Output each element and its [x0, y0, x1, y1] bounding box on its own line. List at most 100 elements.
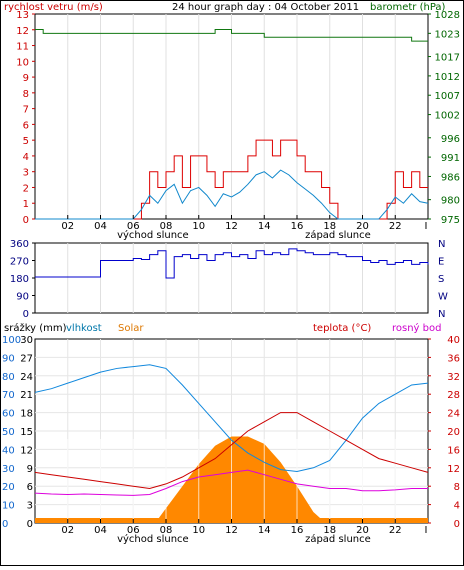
- precip-tick-label: 9: [27, 464, 33, 475]
- temp-tick-label: 0: [454, 519, 460, 530]
- y-left-tick-label: 180: [10, 274, 29, 285]
- compass-label: N: [438, 239, 445, 250]
- y-left-tick-label: 10: [16, 57, 29, 68]
- compass-label: N: [438, 309, 445, 320]
- humidity-tick-label: 80: [2, 372, 15, 383]
- humidity-series: [34, 364, 429, 472]
- y-right-tick-label: 1012: [435, 72, 460, 83]
- y-left-tick-label: 0: [23, 215, 29, 226]
- x-tick-label: 08: [160, 221, 173, 232]
- y-right-tick-label: 1007: [435, 91, 460, 102]
- precip-tick-label: 24: [20, 372, 33, 383]
- x-tick-label: 10: [192, 221, 205, 232]
- y-right-tick-label: 986: [441, 172, 460, 183]
- temp-tick-label: 32: [447, 372, 460, 383]
- y-left-tick-label: 360: [10, 239, 29, 250]
- y-left-tick-label: 90: [16, 292, 29, 303]
- y-left-tick-label: 11: [16, 42, 29, 53]
- humidity-tick-label: 50: [2, 427, 15, 438]
- humidity-tick-label: 90: [2, 353, 15, 364]
- humidity-tick-label: 20: [2, 482, 15, 493]
- y-right-tick-label: 991: [441, 153, 460, 164]
- temperature-series: [34, 412, 429, 490]
- y-left-tick-label: 12: [16, 26, 29, 37]
- x-tick-label: 12: [225, 525, 238, 536]
- solar-legend-label: Solar: [118, 323, 144, 334]
- temp-humidity-panel: 0369121518212427300102030405060708090100…: [2, 335, 460, 545]
- humidity-legend-label: vlhkost: [66, 323, 102, 334]
- y-left-tick-label: 7: [23, 105, 29, 116]
- x-tick-label: 16: [291, 221, 304, 232]
- dew-point-series: [34, 469, 428, 496]
- x-end-label: I: [425, 221, 428, 232]
- x-tick-label: 18: [323, 221, 336, 232]
- wind-speed-series: [35, 169, 429, 220]
- x-tick-label: 06: [127, 221, 140, 232]
- sunset-label: západ slunce: [305, 533, 371, 545]
- y-right-tick-label: 1023: [435, 29, 460, 40]
- precip-tick-label: 15: [20, 427, 33, 438]
- x-tick-label: 02: [61, 525, 74, 536]
- precip-tick-label: 18: [20, 409, 33, 420]
- sunset-label: západ slunce: [305, 229, 371, 241]
- chart-title: 24 hour graph day : 04 October 2011: [172, 2, 359, 13]
- wind-pressure-panel: 0123456789101112139759809869919961002100…: [16, 10, 460, 241]
- y-left-tick-label: 6: [23, 120, 29, 131]
- y-left-tick-label: 2: [23, 183, 29, 194]
- x-tick-label: 06: [127, 525, 140, 536]
- x-tick-label: 20: [356, 221, 369, 232]
- humidity-tick-label: 70: [2, 390, 15, 401]
- y-left-tick-label: 9: [23, 73, 29, 84]
- humidity-tick-label: 10: [2, 501, 15, 512]
- y-right-tick-label: 975: [441, 215, 460, 226]
- sunrise-label: východ slunce: [117, 533, 189, 545]
- precip-tick-label: 0: [27, 519, 33, 530]
- precip-tick-label: 12: [20, 445, 33, 456]
- pressure-series: [35, 28, 428, 42]
- humidity-tick-label: 100: [2, 335, 21, 346]
- temp-tick-label: 24: [447, 409, 460, 420]
- compass-label: S: [438, 274, 444, 285]
- temp-tick-label: 16: [447, 445, 460, 456]
- compass-label: W: [438, 292, 448, 303]
- temp-tick-label: 40: [447, 335, 460, 346]
- x-tick-label: 12: [225, 221, 238, 232]
- x-tick-label: 22: [389, 221, 402, 232]
- precip-axis-label: srážky (mm): [4, 322, 67, 334]
- humidity-tick-label: 0: [2, 519, 8, 530]
- x-tick-label: 14: [258, 221, 271, 232]
- wind-direction-series: [35, 248, 429, 279]
- x-tick-label: 16: [291, 525, 304, 536]
- x-tick-label: 14: [258, 525, 271, 536]
- temp-tick-label: 4: [454, 501, 460, 512]
- y-right-tick-label: 1002: [435, 111, 460, 122]
- dew-point-legend-label: rosný bod: [392, 322, 441, 334]
- humidity-tick-label: 60: [2, 409, 15, 420]
- x-tick-label: 04: [94, 221, 107, 232]
- x-tick-label: 04: [94, 525, 107, 536]
- humidity-tick-label: 30: [2, 464, 15, 475]
- x-tick-label: 18: [323, 525, 336, 536]
- temp-tick-label: 20: [447, 427, 460, 438]
- temperature-legend-label: teplota (°C): [313, 323, 371, 334]
- x-tick-label: 22: [389, 525, 402, 536]
- x-end-label: I: [425, 525, 428, 536]
- temp-tick-label: 36: [447, 353, 460, 364]
- precip-tick-label: 30: [20, 335, 33, 346]
- y-right-tick-label: 996: [441, 134, 460, 145]
- temp-tick-label: 28: [447, 390, 460, 401]
- x-tick-label: 02: [61, 221, 74, 232]
- y-left-tick-label: 13: [16, 10, 29, 21]
- precip-tick-label: 3: [27, 501, 33, 512]
- y-left-tick-label: 1: [23, 199, 29, 210]
- y-left-tick-label: 3: [23, 168, 29, 179]
- y-left-tick-label: 4: [23, 152, 29, 163]
- gust-series: [35, 139, 428, 220]
- precip-tick-label: 21: [20, 390, 33, 401]
- humidity-tick-label: 40: [2, 445, 15, 456]
- x-tick-label: 20: [356, 525, 369, 536]
- compass-label: E: [438, 257, 444, 268]
- wind-speed-axis-label: rychlost vetru (m/s): [4, 2, 103, 13]
